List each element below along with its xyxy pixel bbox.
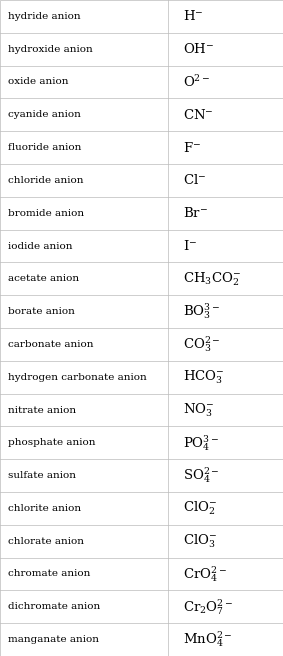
Text: cyanide anion: cyanide anion [8,110,82,119]
Text: chromate anion: chromate anion [8,569,91,579]
Text: $\mathregular{I^{-}}$: $\mathregular{I^{-}}$ [183,239,197,253]
Text: $\mathregular{BO_3^{3-}}$: $\mathregular{BO_3^{3-}}$ [183,302,220,321]
Text: acetate anion: acetate anion [8,274,80,283]
Text: hydroxide anion: hydroxide anion [8,45,93,54]
Text: sulfate anion: sulfate anion [8,471,76,480]
Text: $\mathregular{PO_4^{3-}}$: $\mathregular{PO_4^{3-}}$ [183,433,219,453]
Text: manganate anion: manganate anion [8,635,100,644]
Text: nitrate anion: nitrate anion [8,405,77,415]
Text: chlorate anion: chlorate anion [8,537,85,546]
Text: $\mathregular{Br^{-}}$: $\mathregular{Br^{-}}$ [183,206,207,220]
Text: carbonate anion: carbonate anion [8,340,94,349]
Text: $\mathregular{CO_3^{2-}}$: $\mathregular{CO_3^{2-}}$ [183,335,220,354]
Text: $\mathregular{H^{-}}$: $\mathregular{H^{-}}$ [183,9,203,24]
Text: $\mathregular{CH_3CO_2^{-}}$: $\mathregular{CH_3CO_2^{-}}$ [183,270,241,287]
Text: $\mathregular{MnO_4^{2-}}$: $\mathregular{MnO_4^{2-}}$ [183,630,232,649]
Text: $\mathregular{OH^{-}}$: $\mathregular{OH^{-}}$ [183,42,214,56]
Text: $\mathregular{CrO_4^{2-}}$: $\mathregular{CrO_4^{2-}}$ [183,564,226,584]
Text: $\mathregular{Cl^{-}}$: $\mathregular{Cl^{-}}$ [183,173,206,188]
Text: $\mathregular{SO_4^{2-}}$: $\mathregular{SO_4^{2-}}$ [183,466,219,485]
Text: borate anion: borate anion [8,307,75,316]
Text: $\mathregular{CN^{-}}$: $\mathregular{CN^{-}}$ [183,108,213,122]
Text: iodide anion: iodide anion [8,241,73,251]
Text: $\mathregular{Cr_2O_7^{2-}}$: $\mathregular{Cr_2O_7^{2-}}$ [183,597,233,617]
Text: $\mathregular{NO_3^{-}}$: $\mathregular{NO_3^{-}}$ [183,401,214,419]
Text: fluoride anion: fluoride anion [8,143,82,152]
Text: $\mathregular{ClO_2^{-}}$: $\mathregular{ClO_2^{-}}$ [183,500,217,517]
Text: hydrogen carbonate anion: hydrogen carbonate anion [8,373,147,382]
Text: bromide anion: bromide anion [8,209,85,218]
Text: $\mathregular{ClO_3^{-}}$: $\mathregular{ClO_3^{-}}$ [183,533,217,550]
Text: chloride anion: chloride anion [8,176,84,185]
Text: $\mathregular{HCO_3^{-}}$: $\mathregular{HCO_3^{-}}$ [183,369,224,386]
Text: $\mathregular{O^{2-}}$: $\mathregular{O^{2-}}$ [183,74,210,90]
Text: dichromate anion: dichromate anion [8,602,101,611]
Text: chlorite anion: chlorite anion [8,504,82,513]
Text: oxide anion: oxide anion [8,77,69,87]
Text: hydride anion: hydride anion [8,12,81,21]
Text: phosphate anion: phosphate anion [8,438,96,447]
Text: $\mathregular{F^{-}}$: $\mathregular{F^{-}}$ [183,140,201,155]
